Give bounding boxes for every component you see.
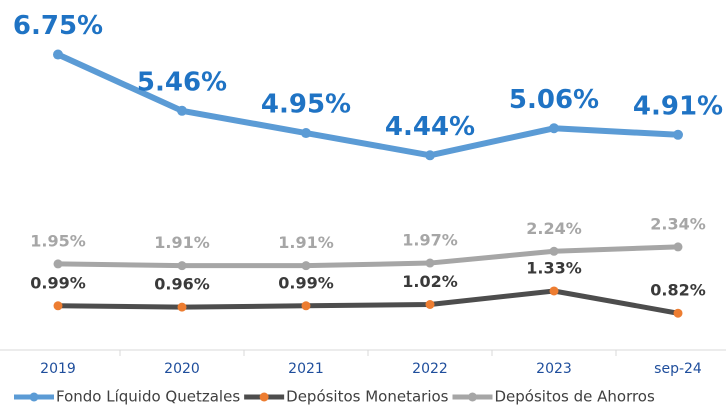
marker <box>549 123 559 134</box>
x-tick-label: 2019 <box>40 361 76 377</box>
legend-marker <box>259 392 269 402</box>
legend-label: Depósitos Monetarios <box>286 388 449 406</box>
data-label: 0.82% <box>650 281 706 300</box>
data-label: 1.95% <box>30 231 86 250</box>
x-tick-label: 2020 <box>164 361 200 377</box>
data-label: 4.91% <box>633 91 723 121</box>
marker <box>549 246 559 256</box>
data-label: 2.34% <box>650 214 706 233</box>
data-label: 1.91% <box>278 233 334 252</box>
x-tick-label: 2022 <box>412 361 448 377</box>
data-label: 5.06% <box>509 85 599 115</box>
data-label: 0.99% <box>30 273 86 292</box>
legend-marker <box>468 392 477 402</box>
data-label: 4.44% <box>385 112 475 142</box>
marker <box>301 261 311 271</box>
marker <box>425 300 435 310</box>
label-bg <box>274 232 338 255</box>
x-tick-label: sep-24 <box>654 361 702 377</box>
x-tick-label: 2021 <box>288 361 324 377</box>
data-label: 4.95% <box>261 90 351 120</box>
marker <box>177 105 187 116</box>
data-label: 6.75% <box>13 11 103 41</box>
marker <box>673 242 683 252</box>
data-label: 1.33% <box>526 258 582 277</box>
marker <box>53 301 63 311</box>
data-label: 1.91% <box>154 233 210 252</box>
marker <box>177 261 187 271</box>
data-label: 5.46% <box>137 67 227 97</box>
series-line <box>57 244 679 269</box>
legend-marker <box>29 392 39 402</box>
label-bg <box>274 272 338 295</box>
data-label: 1.02% <box>402 272 458 291</box>
data-label: 1.97% <box>402 231 458 250</box>
label-bg <box>646 280 710 303</box>
series-line <box>57 288 679 316</box>
label-bg <box>398 230 462 253</box>
data-label: 0.96% <box>154 275 210 294</box>
marker <box>53 49 63 60</box>
data-label: 2.24% <box>526 219 582 238</box>
marker <box>177 302 187 312</box>
marker <box>673 308 683 318</box>
label-bg <box>26 272 90 295</box>
marker <box>301 301 311 311</box>
marker <box>301 128 311 139</box>
label-bg <box>150 232 214 255</box>
series-line <box>56 51 679 159</box>
legend-label: Depósitos de Ahorros <box>495 388 655 406</box>
x-tick-label: 2023 <box>536 361 572 377</box>
marker <box>549 286 559 296</box>
label-bg <box>522 257 586 280</box>
label-bg <box>398 271 462 294</box>
label-bg <box>26 230 90 253</box>
legend-label: Fondo Líquido Quetzales <box>56 388 240 406</box>
marker <box>53 259 63 269</box>
label-bg <box>150 274 214 297</box>
marker <box>673 129 683 140</box>
label-bg <box>646 213 710 236</box>
marker <box>425 258 435 268</box>
marker <box>425 150 435 161</box>
data-label: 0.99% <box>278 273 334 292</box>
label-bg <box>522 218 586 241</box>
